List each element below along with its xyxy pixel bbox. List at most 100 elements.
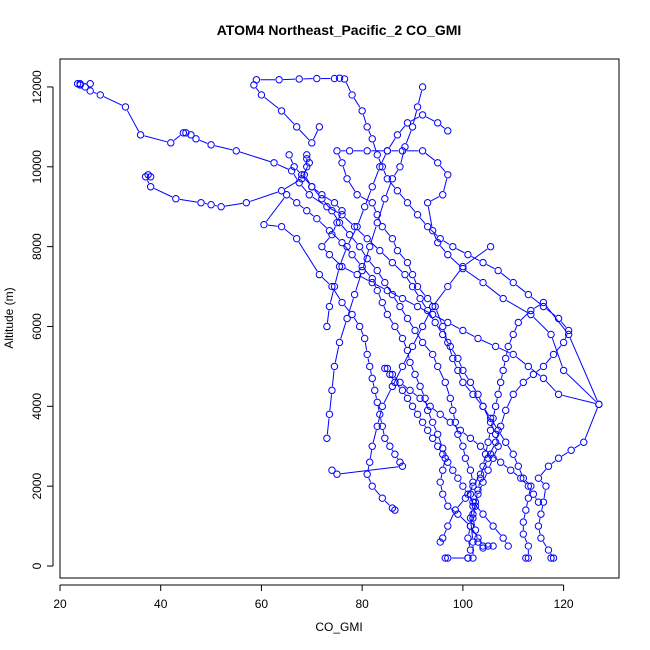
data-point	[537, 510, 545, 518]
data-point	[496, 422, 505, 430]
data-point	[167, 139, 175, 147]
series-line-segment	[470, 517, 473, 523]
series-line-segment	[424, 345, 431, 352]
data-point	[509, 390, 517, 399]
data-point	[257, 91, 266, 99]
data-point	[277, 107, 286, 115]
series-line-segment	[428, 413, 432, 419]
data-point	[469, 514, 477, 522]
data-point	[388, 258, 397, 267]
series-8	[363, 242, 495, 514]
data-point	[328, 466, 336, 474]
series-line-segment	[458, 373, 462, 379]
data-point	[496, 458, 505, 466]
x-tick-label: 100	[453, 597, 473, 611]
data-point	[413, 211, 422, 219]
data-point	[499, 294, 507, 303]
data-point	[323, 322, 331, 331]
data-point	[386, 370, 394, 379]
data-point	[388, 175, 397, 183]
series-line-segment	[460, 516, 468, 524]
data-point	[363, 147, 371, 155]
series-line-segment	[393, 369, 402, 384]
data-point	[469, 538, 477, 546]
series-line-segment	[331, 233, 340, 241]
data-point	[121, 103, 130, 111]
data-point	[242, 199, 251, 207]
data-point	[476, 442, 485, 450]
data-point	[368, 199, 376, 207]
series-line-segment	[443, 178, 448, 191]
data-point	[554, 454, 563, 462]
y-tick-label: 0	[30, 562, 44, 569]
data-point	[454, 366, 462, 375]
data-point	[393, 131, 402, 139]
series-line-segment	[456, 248, 465, 254]
data-point	[491, 402, 500, 411]
data-point	[504, 342, 512, 351]
data-point	[323, 203, 331, 211]
series-line-segment	[391, 449, 394, 452]
data-point	[335, 218, 344, 227]
series-line-segment	[472, 385, 477, 392]
series-line-segment	[373, 206, 377, 212]
data-point	[378, 163, 387, 171]
data-point	[459, 482, 467, 490]
series-line-segment	[434, 441, 436, 444]
data-point	[469, 390, 477, 399]
series-line-segment	[394, 169, 399, 176]
data-point	[383, 147, 392, 155]
series-line-segment	[514, 457, 518, 463]
data-point	[544, 546, 553, 554]
series-line-segment	[362, 250, 369, 267]
series-line-segment	[355, 274, 362, 291]
series-line-segment	[394, 265, 403, 273]
series-line-segment	[503, 464, 508, 469]
series-line-segment	[524, 537, 528, 543]
data-point	[408, 123, 417, 131]
data-point	[368, 183, 376, 191]
data-point	[494, 442, 502, 450]
series-line-segment	[453, 424, 458, 429]
data-point	[277, 222, 286, 231]
data-point	[486, 426, 495, 434]
series-line-segment	[384, 229, 391, 236]
series-line-segment	[405, 130, 412, 144]
data-point	[547, 330, 555, 339]
data-point	[479, 510, 487, 518]
data-point	[436, 478, 444, 486]
series-line-segment	[443, 529, 447, 535]
series-line-segment	[326, 418, 330, 435]
series-line-segment	[338, 154, 341, 160]
series-line-segment	[369, 261, 376, 268]
series-line-segment	[377, 406, 380, 411]
series-line-segment	[485, 446, 488, 451]
series-line-segment	[390, 291, 400, 298]
series-line-segment	[430, 229, 438, 237]
series-line-segment	[321, 276, 330, 285]
data-point	[348, 91, 356, 99]
series-line-segment	[475, 493, 478, 499]
data-point	[325, 250, 334, 259]
series-line-segment	[416, 333, 421, 340]
series-line-segment	[393, 242, 397, 248]
data-point	[250, 81, 258, 89]
data-point	[318, 242, 326, 251]
data-point	[330, 362, 339, 371]
data-point	[338, 159, 346, 167]
data-point	[333, 147, 341, 155]
data-point	[474, 390, 482, 399]
series-line-segment	[473, 509, 476, 515]
series-line-segment	[362, 114, 367, 124]
x-tick-label: 60	[255, 597, 269, 611]
data-point	[391, 322, 399, 331]
data-point	[559, 366, 568, 375]
series-line-segment	[457, 500, 464, 508]
data-point	[459, 262, 467, 271]
x-axis-label: CO_GMI	[315, 620, 362, 634]
series-line-segment	[479, 541, 482, 543]
series-line-segment	[389, 317, 394, 324]
data-point	[381, 278, 389, 287]
data-point	[499, 366, 507, 375]
series-line-segment	[433, 357, 437, 363]
